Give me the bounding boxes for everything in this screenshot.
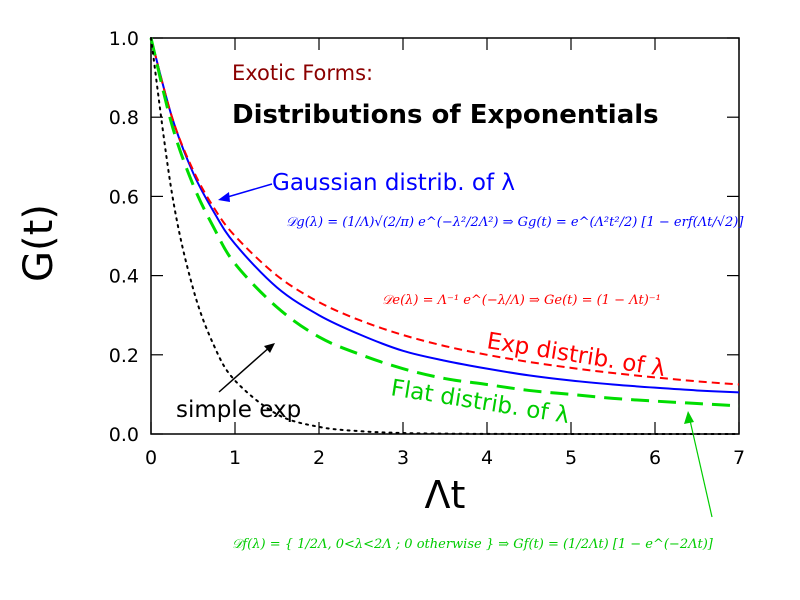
x-axis-title: Λt bbox=[425, 473, 466, 517]
x-tick-label: 3 bbox=[397, 447, 409, 469]
y-axis-title: G(t) bbox=[16, 204, 62, 282]
gaussian-series-label: Gaussian distrib. of λ bbox=[272, 170, 515, 196]
series-line-2 bbox=[149, 37, 740, 408]
x-tick-label: 6 bbox=[649, 447, 661, 469]
y-tick-label: 0.2 bbox=[109, 345, 139, 367]
ticks-group bbox=[150, 37, 740, 435]
chart-subtitle: Exotic Forms: bbox=[232, 61, 373, 85]
chart-title: Distributions of Exponentials bbox=[232, 100, 659, 130]
y-tick-label: 0.4 bbox=[109, 266, 139, 288]
series-line-0 bbox=[150, 37, 740, 394]
simple-exp-arrow bbox=[218, 343, 275, 393]
y-tick-label: 0.6 bbox=[109, 186, 139, 208]
tick-labels-group: 0 1 2 3 4 5 6 7 0.0 0.2 0.4 0.6 0.8 1.0 bbox=[109, 28, 745, 469]
x-tick-label: 1 bbox=[229, 447, 241, 469]
x-tick-label: 2 bbox=[313, 447, 325, 469]
flat-formula-arrow bbox=[684, 411, 713, 518]
simple-exp-label: simple exp bbox=[176, 397, 301, 423]
gaussian-arrow bbox=[218, 183, 273, 202]
series-line-1 bbox=[150, 37, 740, 386]
flat-formula: 𝒟f(λ) = { 1/2Λ, 0<λ<2Λ ; 0 otherwise } ⇒… bbox=[232, 537, 714, 552]
y-tick-label: 0.8 bbox=[109, 107, 139, 129]
gaussian-formula: 𝒟g(λ) = (1/Λ)√(2/π) e^(−λ²/2Λ²) ⇒ Gg(t) … bbox=[286, 215, 744, 230]
x-tick-label: 7 bbox=[733, 447, 745, 469]
series-group bbox=[149, 37, 740, 435]
x-tick-label: 4 bbox=[481, 447, 493, 469]
x-tick-label: 0 bbox=[145, 447, 157, 469]
y-tick-label: 0.0 bbox=[109, 424, 139, 446]
series-line-3 bbox=[150, 37, 740, 435]
x-tick-label: 5 bbox=[565, 447, 577, 469]
exp-series-label: Exp distrib. of λ bbox=[485, 328, 667, 382]
y-tick-label: 1.0 bbox=[109, 28, 139, 50]
exp-formula: 𝒟e(λ) = Λ⁻¹ e^(−λ/Λ) ⇒ Ge(t) = (1 − Λt)⁻… bbox=[382, 293, 661, 308]
